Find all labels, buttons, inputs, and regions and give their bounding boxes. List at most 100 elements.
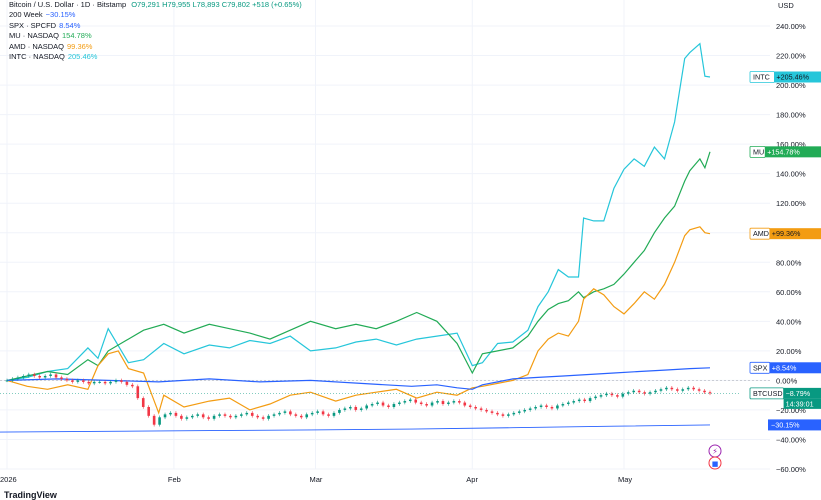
candle-body (223, 414, 227, 416)
legend-header[interactable]: Bitcoin / U.S. Dollar · 1D · Bitstamp O7… (9, 0, 302, 10)
candle-body (626, 392, 630, 394)
candle-body (408, 399, 412, 402)
candle-body (218, 414, 221, 416)
currency-label: USD (778, 1, 794, 10)
candle-body (359, 408, 363, 410)
candle-body (392, 404, 396, 407)
x-tick-label: Apr (466, 475, 478, 484)
candle-body (190, 415, 194, 418)
tag-label: MU (753, 147, 764, 156)
y-tick-label: 60.00% (776, 288, 802, 297)
candle-body (463, 402, 467, 406)
candle-body (605, 393, 608, 396)
candle-body (11, 378, 14, 381)
candle-body (632, 390, 636, 393)
tag-value-box (769, 228, 821, 240)
candle-body (572, 401, 576, 403)
candle-body (60, 377, 63, 379)
legend-row[interactable]: AMD · NASDAQ 99.36% (9, 42, 302, 52)
candle-body (332, 412, 336, 416)
series-line (6, 226, 711, 415)
x-tick-label: 2026 (0, 475, 17, 484)
candle-body (109, 381, 112, 384)
tag-value-box (769, 362, 821, 374)
candle-body (256, 415, 259, 418)
tag-value: −30.15% (771, 420, 800, 429)
legend-name: SPX · SPCFD (9, 20, 57, 30)
candle-body (556, 405, 559, 409)
candle-body (207, 417, 210, 419)
chart-icons: ⚡ ■ (708, 444, 722, 470)
candle-body (479, 408, 483, 410)
candle-body (637, 390, 641, 393)
candle-body (496, 412, 499, 415)
tag-label: SPX (753, 363, 768, 372)
candle-body (32, 374, 36, 376)
candle-body (201, 414, 205, 418)
candle-body (131, 384, 134, 387)
candle-body (398, 402, 401, 405)
candle-body (229, 415, 232, 418)
price-tag[interactable]: INTC +205.46% (749, 71, 821, 83)
y-tick-label: 200.00% (776, 81, 806, 90)
tag-value: +205.46% (776, 73, 809, 82)
legend-value: 205.46% (67, 52, 98, 62)
us-flag-icon: ■ (712, 460, 719, 468)
y-tick-label: 20.00% (776, 347, 802, 356)
legend-row[interactable]: INTC · NASDAQ 205.46% (9, 52, 302, 62)
candle-body (234, 415, 238, 418)
candle-body (588, 398, 592, 402)
candle-body (621, 393, 625, 397)
candle-body (185, 417, 189, 419)
legend-row[interactable]: SPX · SPCFD 8.54% (9, 21, 302, 31)
tag-value: −8.79% (786, 389, 811, 398)
tag-value-box (765, 146, 821, 158)
y-tick-label: 160.00% (776, 140, 806, 149)
symbol-title: Bitcoin / U.S. Dollar · 1D · Bitstamp (9, 0, 127, 9)
candle-body (708, 392, 712, 394)
candle-body (681, 389, 685, 391)
flag-icon[interactable] (708, 456, 722, 470)
candle-body (299, 415, 303, 418)
tag-value: +154.78% (767, 147, 800, 156)
candle-body (114, 380, 118, 382)
candle-body (38, 375, 41, 378)
candle-body (294, 414, 298, 416)
legend-value: 8.54% (59, 20, 81, 30)
price-tag[interactable]: SPX +8.54% (749, 361, 821, 374)
tag-value-box (783, 387, 821, 399)
candle-body (343, 408, 347, 410)
candle-body (534, 406, 537, 409)
candle-body (354, 406, 358, 410)
candle-body (49, 374, 52, 376)
candle-body (594, 396, 597, 399)
candle-body (545, 405, 548, 407)
series-line (6, 42, 711, 381)
candle-body (250, 412, 254, 416)
candle-body (136, 386, 140, 399)
price-tag[interactable]: BTCUSD −8.79%14:39:01 (749, 387, 821, 409)
legend-row[interactable]: 200 Week −30.15% (9, 10, 302, 20)
candle-body (458, 401, 461, 403)
tag-label: AMD (753, 229, 769, 238)
legend-row[interactable]: MU · NASDAQ 154.78% (9, 31, 302, 41)
tag-label: BTCUSD (753, 389, 783, 398)
candle-body (523, 409, 527, 412)
candle-body (240, 414, 243, 416)
candle-body (539, 405, 543, 407)
price-tag[interactable]: AMD +99.36% (749, 227, 821, 240)
candle-body (71, 380, 74, 382)
price-tag[interactable]: MU +154.78% (749, 145, 821, 158)
candle-body (468, 405, 472, 407)
candle-body (120, 380, 123, 382)
candle-body (245, 412, 249, 415)
y-tick-label: 80.00% (776, 258, 802, 267)
candle-body (610, 393, 614, 396)
candle-body (686, 387, 690, 390)
candle-body (310, 412, 314, 415)
series-line (6, 151, 711, 381)
candle-body (196, 414, 200, 416)
candle-body (174, 412, 178, 416)
candle-body (441, 401, 445, 405)
